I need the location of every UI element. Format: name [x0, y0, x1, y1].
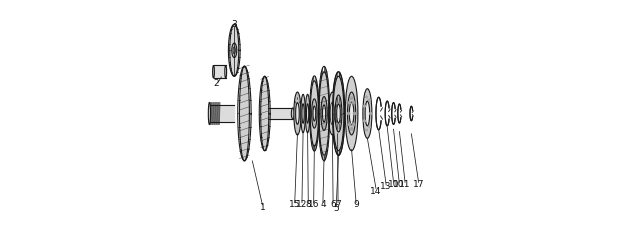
Ellipse shape [333, 76, 344, 151]
Circle shape [364, 120, 365, 122]
Circle shape [351, 97, 353, 99]
Text: 16: 16 [308, 200, 319, 209]
Ellipse shape [321, 96, 327, 131]
Text: 8: 8 [305, 200, 311, 209]
Ellipse shape [313, 106, 316, 121]
Circle shape [364, 105, 365, 107]
Ellipse shape [239, 66, 250, 161]
Ellipse shape [323, 105, 326, 122]
Text: 7: 7 [335, 200, 341, 209]
Circle shape [348, 101, 351, 104]
Text: 4: 4 [320, 200, 326, 209]
Circle shape [370, 113, 371, 114]
Text: 14: 14 [371, 187, 381, 196]
Ellipse shape [212, 65, 214, 78]
Text: 5: 5 [333, 204, 339, 213]
Text: 11: 11 [399, 180, 411, 189]
Circle shape [353, 101, 355, 104]
Ellipse shape [332, 72, 345, 155]
Circle shape [348, 123, 351, 126]
Text: 15: 15 [289, 200, 301, 209]
Text: 12: 12 [296, 200, 308, 209]
Text: 3: 3 [232, 20, 237, 29]
Circle shape [348, 112, 350, 115]
Ellipse shape [209, 102, 211, 125]
Ellipse shape [345, 76, 358, 151]
Ellipse shape [307, 104, 308, 123]
Ellipse shape [301, 94, 305, 133]
Circle shape [353, 112, 356, 115]
Ellipse shape [296, 103, 300, 124]
Ellipse shape [233, 47, 236, 54]
Circle shape [353, 123, 355, 126]
Ellipse shape [319, 72, 329, 155]
Ellipse shape [230, 24, 239, 76]
Ellipse shape [305, 94, 310, 133]
Ellipse shape [365, 101, 370, 126]
Ellipse shape [302, 104, 304, 123]
Ellipse shape [291, 108, 294, 119]
Text: 10: 10 [388, 180, 399, 189]
Ellipse shape [310, 81, 319, 146]
Ellipse shape [363, 89, 372, 138]
Ellipse shape [312, 99, 317, 128]
Text: 13: 13 [380, 182, 392, 191]
Ellipse shape [225, 65, 227, 78]
Ellipse shape [335, 95, 342, 132]
Ellipse shape [349, 102, 354, 125]
Circle shape [369, 99, 371, 101]
Text: 9: 9 [353, 200, 359, 209]
Ellipse shape [348, 92, 356, 135]
Text: 1: 1 [260, 203, 266, 212]
Circle shape [366, 129, 367, 131]
Ellipse shape [260, 76, 269, 151]
Ellipse shape [232, 43, 237, 58]
Ellipse shape [330, 102, 335, 125]
Ellipse shape [337, 104, 340, 123]
Ellipse shape [294, 92, 301, 135]
Ellipse shape [328, 92, 337, 135]
Circle shape [369, 126, 371, 128]
Circle shape [351, 128, 353, 130]
Text: 2: 2 [213, 79, 219, 88]
Circle shape [366, 96, 367, 98]
Text: 10: 10 [394, 180, 405, 189]
Text: 17: 17 [413, 180, 424, 189]
Text: 6: 6 [330, 200, 336, 209]
